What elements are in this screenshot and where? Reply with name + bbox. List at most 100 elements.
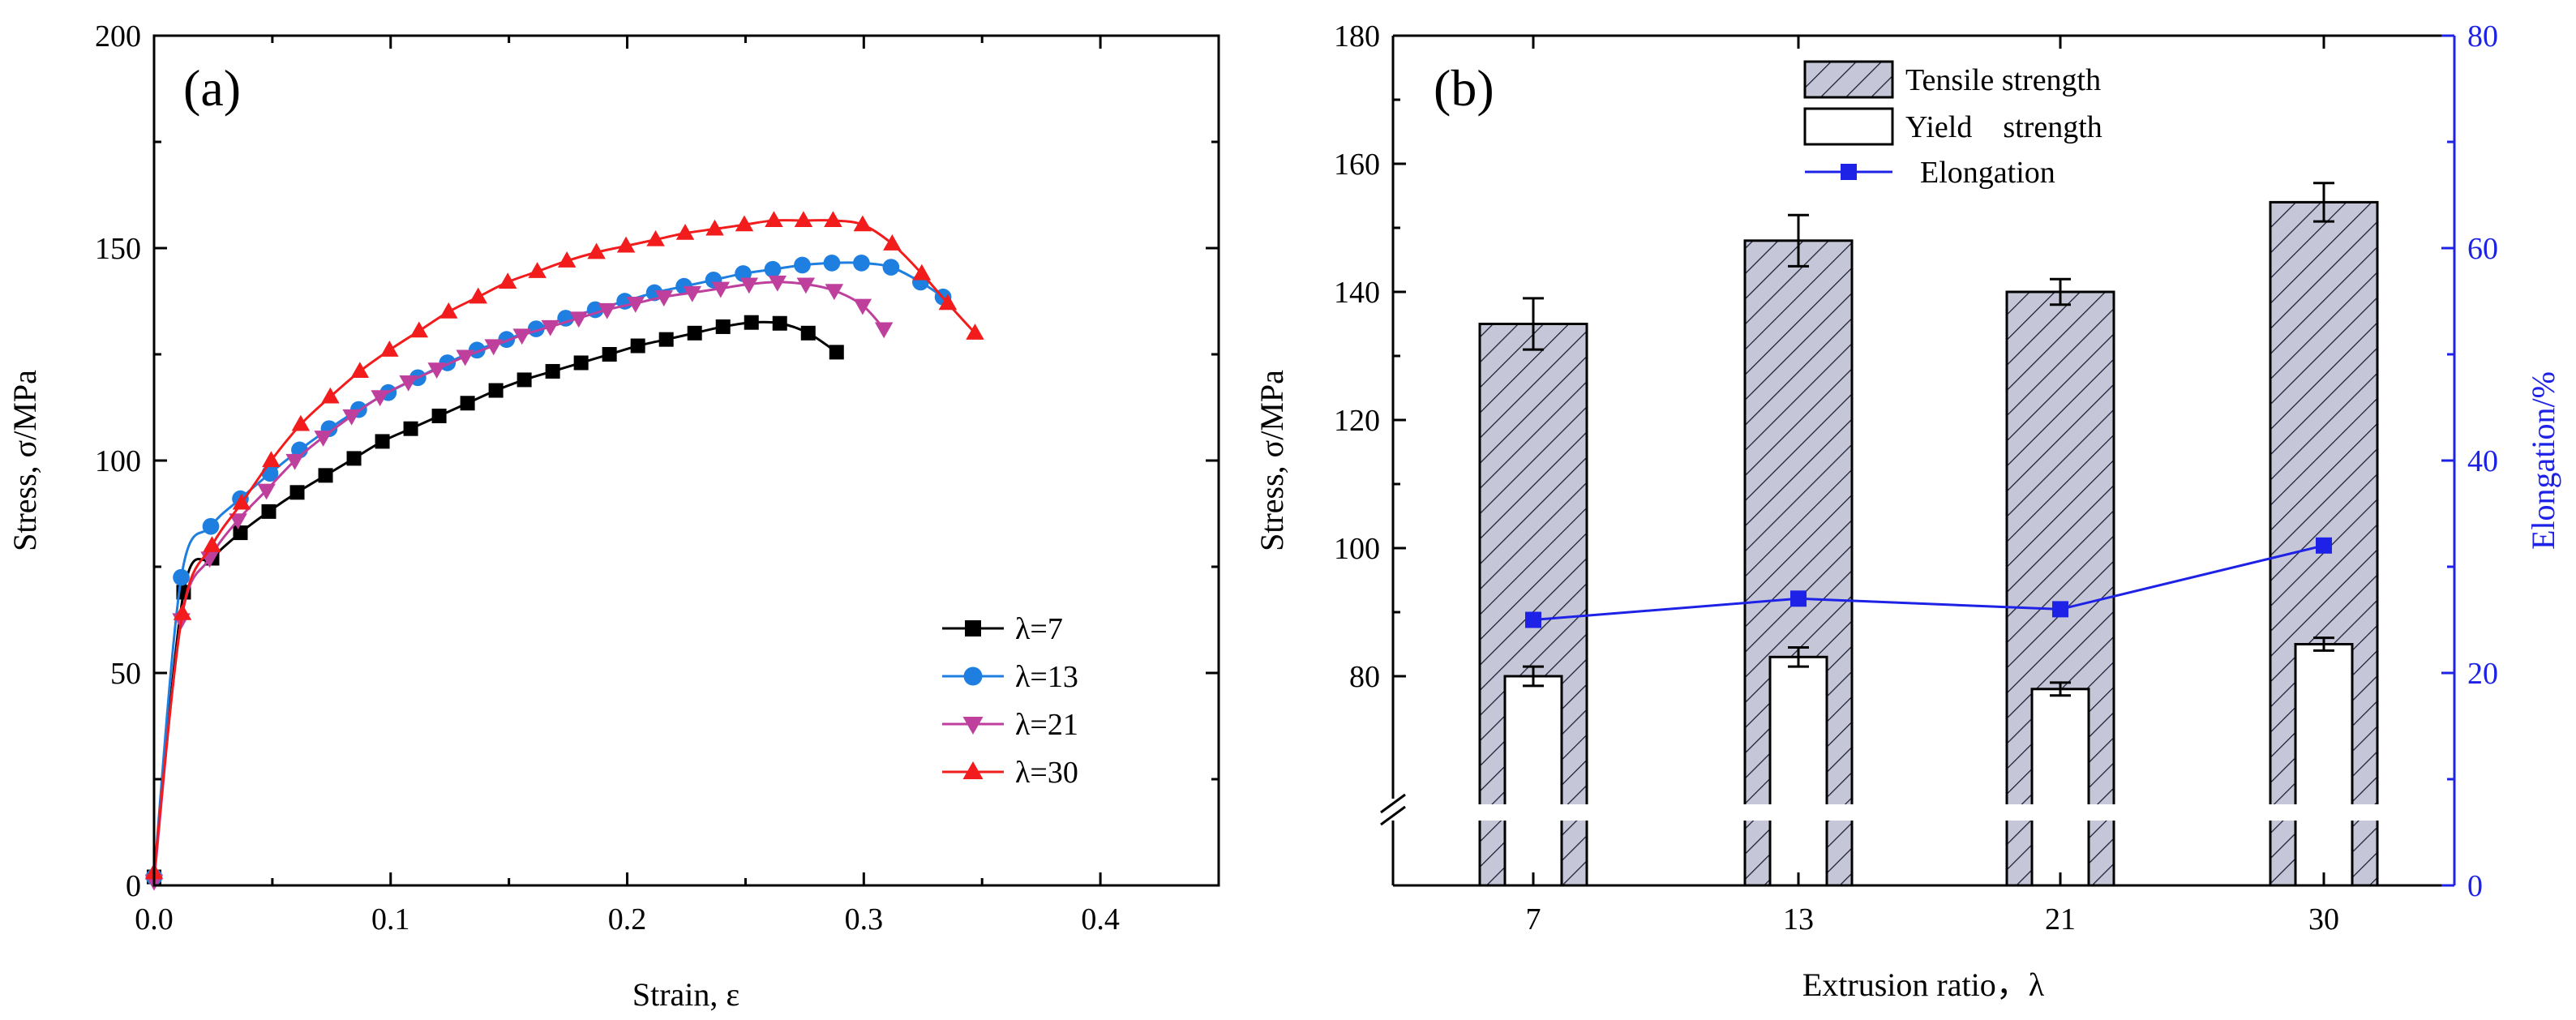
panel-a-label: (a): [183, 59, 241, 117]
y-tick-label: 140: [1334, 276, 1380, 310]
elongation-point: [2052, 601, 2068, 618]
data-point: [772, 315, 787, 331]
data-point: [439, 302, 458, 319]
yield-error-bar: [1523, 665, 1544, 688]
panel-a-series-3: [144, 211, 984, 880]
data-point: [261, 504, 276, 519]
data-point: [654, 290, 674, 306]
legend-label: λ=30: [1015, 756, 1078, 790]
x-tick-label: 0.1: [371, 902, 410, 936]
data-point: [705, 219, 724, 236]
panel-b-axis-break-mark: [1380, 793, 1406, 814]
series-line: [152, 281, 885, 881]
data-point: [853, 298, 872, 315]
bar-group-13: [1742, 213, 1855, 887]
data-point: [233, 525, 248, 541]
data-point: [800, 325, 816, 341]
x-tick-label: 7: [1526, 902, 1541, 936]
data-point: [342, 409, 361, 426]
elongation-point: [1790, 590, 1807, 607]
data-point: [460, 396, 475, 411]
data-point: [735, 215, 754, 232]
legend-label: λ=13: [1015, 660, 1078, 694]
yield-error-bar: [2050, 681, 2071, 697]
tensile-error-bar: [1523, 297, 1544, 351]
yield-bar: [1768, 655, 1828, 887]
data-point: [853, 215, 872, 232]
data-point: [602, 347, 617, 362]
data-point: [257, 483, 276, 500]
tensile-error-bar: [1788, 213, 1809, 268]
legend-label: λ=7: [1015, 612, 1063, 646]
data-point: [371, 390, 389, 407]
legend-swatch-yield: [1803, 107, 1894, 146]
data-point: [687, 325, 702, 341]
data-point: [173, 603, 192, 620]
data-point: [469, 287, 487, 304]
axis-break-gap: [1477, 804, 1590, 821]
panel-b-ticks: 80 100 120 140 160 180 0 20 40 60 80 7 13 21 30: [1334, 19, 2498, 936]
elongation-line: [1532, 544, 2325, 621]
data-point: [739, 277, 759, 294]
panel-b-legend: Tensile strength Yield strength Elongation: [1803, 60, 2102, 190]
right-y-tick-label: 80: [2467, 19, 2498, 54]
data-point: [796, 277, 816, 294]
data-point: [794, 256, 811, 274]
data-point: [825, 284, 844, 301]
data-point: [569, 311, 588, 328]
panel-a-stress-strain: 0.0 0.1 0.2 0.3 0.4 0 50 100 150 200 (a) Strain, …: [6, 19, 1220, 1013]
x-tick-label: 0.0: [135, 902, 174, 936]
data-point: [409, 321, 429, 338]
yield-error-bar: [2313, 636, 2334, 652]
x-tick-label: 0.4: [1081, 902, 1120, 936]
yield-error-bar: [1788, 645, 1809, 668]
x-tick-label: 21: [2045, 902, 2076, 936]
data-point: [626, 297, 645, 313]
data-point: [314, 431, 332, 447]
legend-marker-elongation: [1841, 164, 1857, 180]
data-point: [346, 451, 362, 466]
data-point: [516, 372, 532, 388]
legend-label: Elongation: [1920, 156, 2055, 190]
data-point: [764, 260, 782, 278]
yield-bar: [1503, 675, 1563, 887]
data-point: [202, 517, 220, 535]
data-point: [350, 362, 370, 379]
data-point: [512, 328, 531, 345]
y-tick-label: 100: [1334, 532, 1380, 566]
data-point: [431, 408, 447, 423]
panel-b-right-axis-title: Elongation/%: [2525, 371, 2561, 550]
legend-marker: [962, 717, 984, 735]
data-point: [318, 468, 333, 483]
data-point: [321, 387, 340, 404]
tensile-error-bar: [2050, 277, 2071, 306]
panel-a-ticks: 0.0 0.1 0.2 0.3 0.4 0 50 100 150 200: [95, 19, 1220, 936]
data-point: [794, 211, 813, 228]
axis-break-gap: [2004, 804, 2117, 821]
data-point: [488, 383, 504, 398]
y-tick-label: 120: [1334, 404, 1380, 438]
right-y-tick-label: 20: [2467, 657, 2498, 691]
data-point: [768, 275, 787, 292]
panel-a-series-2: [144, 275, 894, 891]
data-point: [541, 319, 559, 336]
panel-b-x-axis-title: Extrusion ratio，λ: [1802, 966, 2045, 1003]
data-point: [683, 285, 702, 302]
data-point: [403, 421, 418, 436]
yield-bar: [2294, 643, 2354, 887]
data-point: [229, 513, 247, 530]
y-tick-label: 80: [1349, 660, 1380, 694]
x-tick-label: 13: [1783, 902, 1814, 936]
panel-a-series-layer: [144, 211, 984, 891]
panel-a-legend: λ=7 λ=13 λ=21 λ=30: [942, 612, 1078, 790]
data-point: [715, 319, 731, 334]
data-point: [874, 322, 894, 339]
panel-b-axis-break-mark: [1380, 805, 1406, 826]
legend-marker: [963, 666, 983, 686]
data-point: [289, 485, 305, 500]
elongation-point: [2316, 537, 2332, 554]
panel-b-bars-layer: [1477, 182, 2381, 887]
data-point: [399, 375, 418, 392]
data-point: [824, 211, 842, 228]
